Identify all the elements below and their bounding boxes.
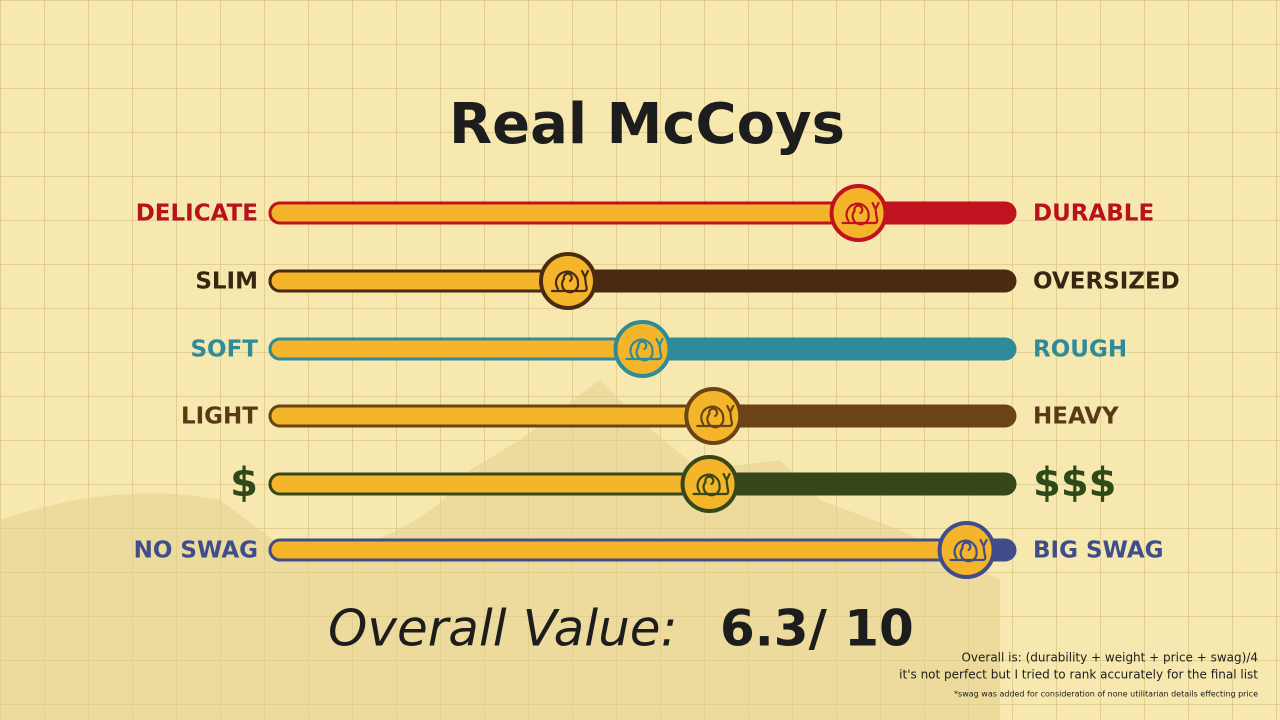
slider: SLIM OVERSIZED: [195, 252, 1180, 310]
track-fill: [268, 404, 715, 428]
title: Real McCoys: [449, 92, 845, 157]
track-fill: [268, 472, 712, 496]
slider: $ $$$: [230, 455, 1117, 513]
knob-circle: [680, 455, 739, 513]
knob-circle: [829, 184, 888, 242]
left-label: LIGHT: [181, 404, 258, 430]
knob: [684, 387, 743, 445]
slider: SOFT ROUGH: [190, 320, 1127, 378]
overall-score: 6.3/ 10: [720, 600, 914, 658]
snail-icon: [841, 201, 880, 226]
sliders: DELICATE DURABLE SLIM OVERSIZED SOFT ROUGH LIG…: [134, 184, 1180, 579]
knob-circle: [613, 320, 672, 378]
knob: [829, 184, 888, 242]
left-label: $: [230, 460, 258, 506]
slider: NO SWAG BIG SWAG: [134, 521, 1164, 579]
snail-icon: [692, 472, 731, 497]
note: Overall is: (durability + weight + price…: [961, 651, 1258, 665]
knob: [937, 521, 996, 579]
snail-icon: [949, 538, 988, 563]
knob: [680, 455, 739, 513]
snail-icon: [696, 404, 735, 429]
right-label: BIG SWAG: [1033, 538, 1164, 564]
right-label: ROUGH: [1033, 337, 1127, 363]
slider: LIGHT HEAVY: [181, 387, 1119, 445]
note: it's not perfect but I tried to rank acc…: [899, 668, 1258, 682]
track-fill: [268, 538, 969, 562]
knob: [613, 320, 672, 378]
right-label: OVERSIZED: [1033, 269, 1180, 295]
left-label: SOFT: [190, 337, 258, 363]
knob-circle: [684, 387, 743, 445]
overall-label: Overall Value:: [328, 600, 677, 658]
track-fill: [268, 337, 644, 361]
knob-circle: [937, 521, 996, 579]
right-label: HEAVY: [1033, 404, 1119, 430]
knob-circle: [539, 252, 597, 310]
left-label: SLIM: [195, 269, 258, 295]
right-label: DURABLE: [1033, 201, 1154, 227]
note: *swag was added for consideration of non…: [954, 690, 1258, 699]
snail-icon: [550, 269, 590, 294]
snail-icon: [625, 337, 664, 362]
track-fill: [268, 201, 861, 225]
slider: DELICATE DURABLE: [136, 184, 1154, 242]
knob: [539, 252, 597, 310]
track-fill: [268, 269, 570, 293]
right-label: $$$: [1033, 460, 1117, 506]
left-label: DELICATE: [136, 201, 258, 227]
left-label: NO SWAG: [134, 538, 258, 564]
